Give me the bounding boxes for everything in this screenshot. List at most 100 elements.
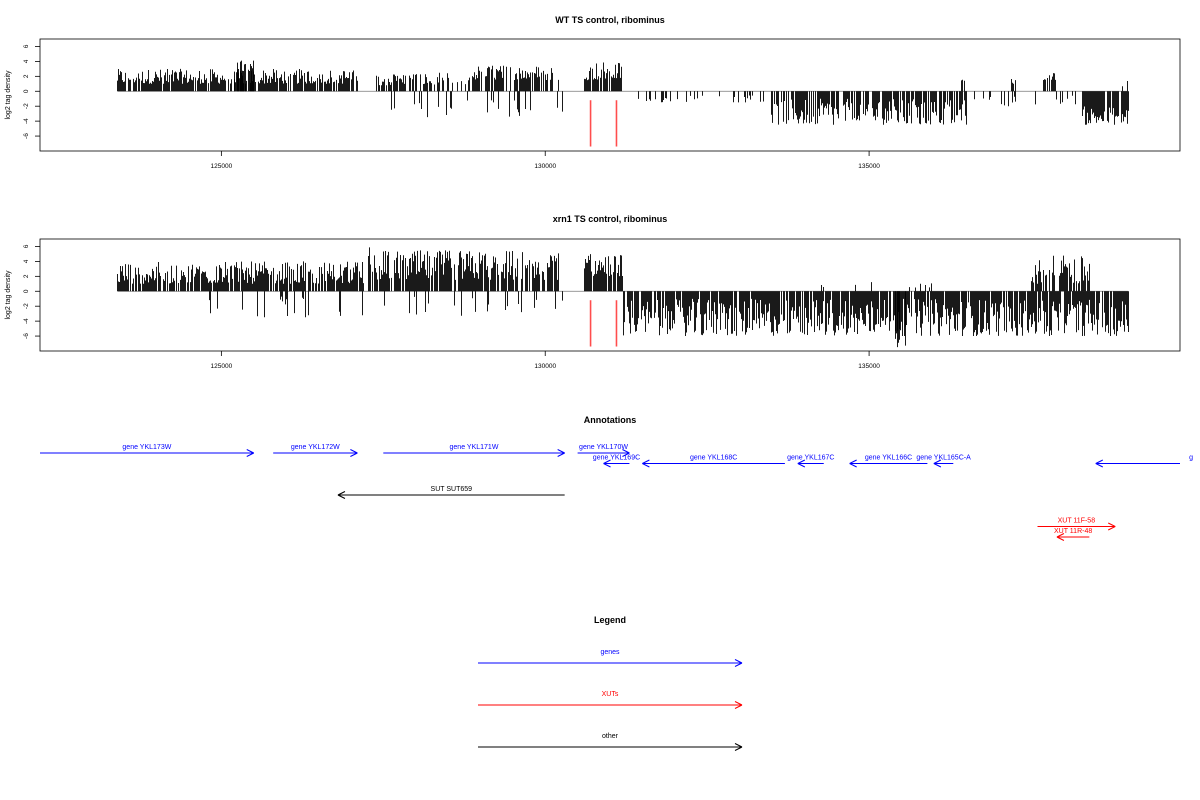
legend-title: Legend [594, 615, 626, 625]
annotation-feature: gene YKL165C-A [916, 455, 971, 468]
arrow-head [622, 449, 630, 454]
annotation-feature: gene YKL166C [849, 455, 928, 468]
annotation-feature-partial: g [1095, 455, 1193, 468]
annotation-feature: gene YKL167C [787, 455, 834, 468]
wt-panel-ylabel: log2 tag density [5, 70, 12, 120]
annotation-label: gene YKL169C [593, 455, 640, 462]
annotation-feature: gene YKL169C [593, 455, 640, 468]
arrow-head [557, 449, 565, 454]
y-tick-label: 2 [23, 74, 30, 78]
x-tick-label: 135000 [858, 363, 880, 370]
legend-entries: genes XUTs other [478, 649, 743, 751]
y-tick-label: 4 [23, 259, 30, 263]
legend-item-genes: genes [478, 649, 743, 667]
arrow-head [797, 463, 806, 468]
y-tick-label: 6 [23, 44, 30, 48]
annotations-track: Annotations gene YKL173W gene YKL172W gene… [40, 415, 1193, 541]
arrow-head [642, 463, 650, 468]
annotation-label: g [1189, 455, 1193, 462]
annotation-label: SUT SUT659 [431, 486, 473, 493]
annotation-features: gene YKL173W gene YKL172W gene YKL171W gene… [40, 444, 1193, 541]
xrn1-plot-frame [39, 238, 1181, 352]
annotation-label: gene YKL172W [291, 444, 340, 451]
annotation-feature: gene YKL171W [383, 444, 565, 457]
wt-plot-frame [39, 38, 1181, 152]
x-tick-label: 135000 [858, 163, 880, 170]
annotation-label: gene YKL166C [865, 455, 912, 462]
annotation-feature: gene YKL173W [40, 444, 254, 457]
y-tick-label: -6 [23, 333, 30, 339]
annotation-label: gene YKL170W [579, 444, 628, 451]
xrn1-panel-ylabel: log2 tag density [5, 270, 12, 320]
arrow-head [734, 659, 743, 664]
wt-axis-ticks: -6 -4 -2 0 2 4 6 125000 130000 135000 [23, 44, 880, 170]
arrow-head [849, 463, 857, 468]
annotation-label: gene YKL165C-A [916, 455, 971, 462]
arrow-head [734, 701, 743, 706]
y-tick-label: -4 [23, 318, 30, 324]
y-tick-label: 0 [23, 289, 30, 293]
arrow-head [734, 743, 743, 748]
legend-label: genes [600, 649, 620, 656]
arrow-head [246, 449, 254, 454]
annotation-feature: gene YKL168C [642, 455, 785, 468]
y-tick-label: -2 [23, 303, 30, 309]
annotation-label: gene YKL171W [450, 444, 499, 451]
annotation-label: XUT 11F-58 [1058, 518, 1096, 525]
legend-item-xuts: XUTs [478, 691, 743, 709]
y-tick-label: -6 [23, 133, 30, 139]
arrow-head [734, 662, 743, 667]
y-tick-label: 4 [23, 59, 30, 63]
arrow-head [557, 452, 565, 457]
x-tick-label: 125000 [211, 163, 233, 170]
arrow-head [642, 459, 650, 464]
arrow-head [603, 463, 611, 468]
y-tick-label: 0 [23, 89, 30, 93]
arrow-head [246, 452, 254, 457]
arrow-head [1108, 522, 1116, 527]
arrow-head [1056, 533, 1065, 538]
arrow-head [734, 704, 743, 709]
arrow-head [1095, 459, 1104, 464]
arrow-head [797, 459, 806, 464]
annotations-title: Annotations [584, 415, 637, 425]
arrow-head [1108, 526, 1116, 531]
arrow-head [337, 491, 346, 496]
xrn1-density-bars [117, 247, 1129, 348]
xrn1-density-panel: xrn1 TS control, ribominus log2 tag dens… [5, 214, 1181, 370]
wt-density-panel: WT TS control, ribominus log2 tag densit… [5, 15, 1181, 170]
annotation-feature: gene YKL172W [273, 444, 358, 457]
x-tick-label: 130000 [534, 363, 556, 370]
x-tick-label: 125000 [211, 363, 233, 370]
arrow-head [734, 746, 743, 751]
arrow-head [933, 463, 942, 468]
arrow-head [337, 494, 346, 499]
annotation-feature: SUT SUT659 [337, 486, 565, 499]
legend: Legend genes XUTs other [478, 615, 743, 751]
annotation-label: gene YKL168C [690, 455, 737, 462]
wt-site-markers [589, 100, 618, 147]
y-tick-label: -4 [23, 118, 30, 124]
legend-label: other [602, 733, 619, 740]
annotation-feature: gene YKL170W [577, 444, 630, 457]
arrow-head [849, 459, 857, 464]
xrn1-axis-ticks: -6 -4 -2 0 2 4 6 125000 130000 135000 [23, 244, 880, 370]
annotation-feature: XUT 11R-48 [1054, 528, 1092, 541]
annotation-label: XUT 11R-48 [1054, 528, 1092, 535]
arrow-head [1056, 536, 1065, 541]
annotation-feature: XUT 11F-58 [1037, 518, 1116, 531]
x-tick-label: 130000 [534, 163, 556, 170]
arrow-head [350, 452, 358, 457]
arrow-head [350, 449, 358, 454]
annotation-label: gene YKL173W [122, 444, 171, 451]
annotation-label: gene YKL167C [787, 455, 834, 462]
y-tick-label: 6 [23, 244, 30, 248]
wt-density-bars [117, 60, 1129, 125]
legend-item-other: other [478, 733, 743, 751]
xrn1-site-markers [589, 300, 618, 347]
y-tick-label: 2 [23, 274, 30, 278]
arrow-head [933, 459, 942, 464]
legend-label: XUTs [602, 691, 619, 698]
arrow-head [603, 459, 611, 464]
